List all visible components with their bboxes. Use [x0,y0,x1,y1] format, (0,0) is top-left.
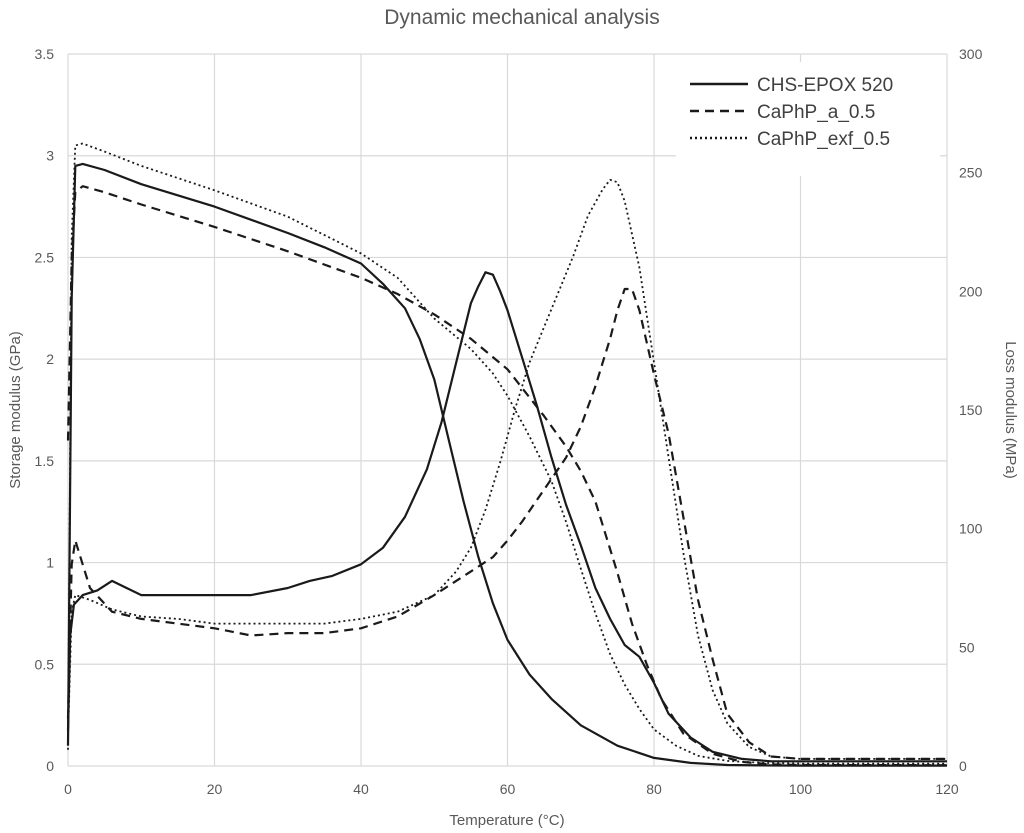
y-tick-label: 2 [46,351,54,367]
x-tick-label: 0 [64,781,72,797]
y2-tick-label: 50 [959,639,975,655]
legend-label: CaPhP_a_0.5 [757,102,875,123]
series-line-loss-dashed [66,287,947,760]
y2-axis-title: Loss modulus (MPa) [1002,341,1019,479]
chart-title: Dynamic mechanical analysis [384,6,659,29]
x-tick-label: 40 [353,781,369,797]
y-tick-label: 0.5 [35,656,55,672]
y-tick-label: 3 [46,148,54,164]
x-tick-label: 100 [789,781,813,797]
legend-background [676,62,940,176]
x-tick-label: 20 [207,781,223,797]
y2-tick-label: 300 [959,46,983,62]
y-tick-label: 2.5 [35,249,55,265]
y2-tick-label: 250 [959,165,983,181]
legend-label: CaPhP_exf_0.5 [757,129,890,150]
legend-label: CHS-EPOX 520 [757,75,893,96]
y2-tick-label: 200 [959,283,983,299]
y-tick-label: 1.5 [35,453,55,469]
axes: 0 20 40 60 80 100 12000.511.522.533.5050100150… [35,46,983,797]
y2-tick-label: 150 [959,402,983,418]
x-tick-label: 80 [646,781,662,797]
series-line-loss-solid [66,271,947,763]
legend: CHS-EPOX 520 CaPhP_a_0.5 CaPhP_exf_0.5 [676,62,940,176]
gridlines [67,53,948,767]
series-line-storage-dashed [66,185,948,767]
series-layer [66,142,948,767]
series-line-storage-dotted [67,142,947,765]
x-tick-label: 60 [500,781,516,797]
y2-tick-label: 0 [959,758,967,774]
x-axis-title: Temperature (°C) [449,812,564,829]
y-axis-title: Storage modulus (GPa) [7,331,24,489]
y2-tick-label: 100 [959,521,983,537]
series-line-loss-dotted [67,178,947,760]
y-tick-label: 3.5 [35,46,55,62]
series-line-storage-solid [66,162,947,767]
x-tick-label: 120 [935,781,959,797]
y-tick-label: 0 [46,758,54,774]
y-tick-label: 1 [46,555,54,571]
